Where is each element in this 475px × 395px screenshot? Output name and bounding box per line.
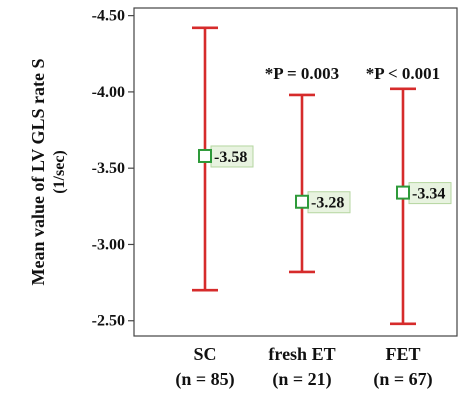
x-category-sample-size: (n = 85): [175, 369, 234, 390]
x-category-label: SC: [193, 344, 216, 364]
x-category-sample-size: (n = 67): [373, 369, 432, 390]
significance-annotation: *P < 0.001: [366, 64, 440, 83]
y-tick-label: -4.00: [92, 84, 125, 101]
y-tick-label: -2.50: [92, 313, 125, 330]
mean-marker: [198, 148, 212, 163]
x-axis-categories: SC (n = 85) fresh ET (n = 21) FET (n = 67): [175, 344, 432, 390]
x-category-sample-size: (n = 21): [272, 369, 331, 390]
annotations: *P = 0.003 *P < 0.001: [265, 64, 440, 83]
mean-data-label: -3.34: [412, 186, 445, 203]
mean-data-label: -3.58: [214, 149, 247, 166]
y-tick-label: -3.50: [92, 160, 125, 177]
y-axis-label: Mean value of LV GLS rate S: [28, 58, 48, 285]
x-category-label: FET: [385, 344, 420, 364]
x-category-label: fresh ET: [268, 344, 335, 364]
y-axis-unit-label: (1/sec): [51, 150, 68, 194]
y-tick-label: -3.00: [92, 236, 125, 253]
mean-marker: [295, 194, 309, 209]
plot-frame: [133, 7, 458, 337]
mean-data-label: -3.28: [311, 195, 344, 212]
significance-annotation: *P = 0.003: [265, 64, 339, 83]
y-axis-label-group: Mean value of LV GLS rate S (1/sec): [28, 58, 68, 285]
plot-border: [133, 7, 458, 337]
y-axis-ticks: -4.50 -4.00 -3.50 -3.00 -2.50: [92, 8, 134, 330]
mean-marker: [396, 185, 410, 200]
errorbar-series: -3.58 -3.28 -3.34: [192, 26, 452, 326]
y-tick-label: -4.50: [92, 8, 125, 25]
